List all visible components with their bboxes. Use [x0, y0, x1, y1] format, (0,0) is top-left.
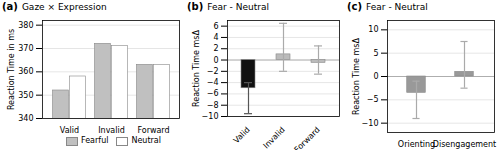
svg-text:−2: −2 — [207, 67, 219, 76]
svg-text:Reaction Time msΔ: Reaction Time msΔ — [192, 30, 201, 107]
svg-text:4: 4 — [213, 33, 218, 42]
svg-text:−5: −5 — [367, 95, 379, 104]
svg-text:Forward: Forward — [137, 126, 169, 135]
svg-text:−8: −8 — [207, 101, 219, 110]
svg-text:Orienting: Orienting — [398, 140, 435, 149]
html-text:Neutral: Neutral — [131, 136, 161, 145]
svg-text:Valid: Valid — [60, 126, 79, 135]
svg-text:−4: −4 — [207, 78, 219, 87]
html-text:(b) Fear - Neutral: (b) Fear - Neutral — [187, 1, 269, 12]
svg-text:340: 340 — [18, 114, 33, 123]
svg-text:−10: −10 — [202, 112, 219, 121]
svg-text:6: 6 — [213, 22, 218, 31]
svg-text:Reaction Time msΔ: Reaction Time msΔ — [352, 38, 361, 115]
svg-text:370: 370 — [18, 44, 33, 53]
svg-text:Invalid: Invalid — [98, 126, 125, 135]
svg-text:350: 350 — [18, 91, 33, 100]
svg-text:0: 0 — [213, 56, 218, 65]
svg-text:Forward: Forward — [293, 125, 322, 150]
svg-text:360: 360 — [18, 67, 33, 76]
svg-text:0: 0 — [373, 72, 378, 81]
svg-text:Disengagement: Disengagement — [433, 140, 496, 149]
html-text:(c) Fear - Neutral: (c) Fear - Neutral — [347, 1, 428, 12]
html-text:Fearful: Fearful — [81, 136, 109, 145]
svg-text:10: 10 — [368, 25, 378, 34]
svg-text:Reaction Time in ms: Reaction Time in ms — [7, 29, 16, 110]
svg-text:Invalid: Invalid — [262, 125, 287, 150]
svg-text:Valid: Valid — [232, 125, 252, 145]
svg-text:−6: −6 — [207, 89, 219, 98]
svg-text:−10: −10 — [362, 119, 379, 128]
svg-text:5: 5 — [373, 49, 378, 58]
html-text:(a) Gaze × Expression: (a) Gaze × Expression — [2, 1, 107, 12]
svg-text:380: 380 — [18, 21, 33, 30]
svg-text:2: 2 — [213, 44, 218, 53]
